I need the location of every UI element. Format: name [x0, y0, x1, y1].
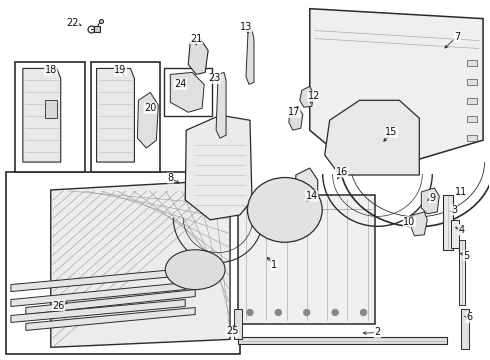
Bar: [45, 100, 57, 118]
Text: 14: 14: [306, 191, 318, 201]
Bar: [467, 135, 477, 141]
Polygon shape: [11, 300, 185, 323]
Bar: [461, 310, 469, 349]
Text: 8: 8: [167, 173, 173, 183]
Circle shape: [361, 310, 367, 315]
Polygon shape: [11, 268, 195, 292]
Text: 15: 15: [385, 127, 397, 137]
Text: 2: 2: [374, 327, 381, 337]
Text: 1: 1: [271, 260, 277, 270]
Polygon shape: [188, 39, 208, 75]
Polygon shape: [289, 106, 303, 130]
Bar: [459, 240, 465, 305]
Bar: [15, 62, 85, 172]
Text: 16: 16: [336, 167, 348, 177]
Text: 9: 9: [429, 193, 435, 203]
Polygon shape: [26, 289, 195, 315]
Text: 5: 5: [463, 251, 469, 261]
Text: 10: 10: [403, 217, 416, 227]
Polygon shape: [11, 283, 185, 306]
Bar: [238, 337, 447, 345]
Polygon shape: [97, 68, 134, 162]
Polygon shape: [246, 31, 254, 84]
Polygon shape: [26, 307, 195, 330]
Bar: [195, 252, 209, 268]
Polygon shape: [296, 168, 318, 222]
Bar: [467, 98, 477, 104]
Circle shape: [247, 310, 253, 315]
Ellipse shape: [247, 177, 322, 242]
Bar: [451, 220, 459, 248]
Polygon shape: [300, 86, 314, 107]
Bar: [91, 62, 160, 172]
Text: 23: 23: [208, 73, 220, 84]
Polygon shape: [310, 9, 483, 165]
Polygon shape: [216, 72, 226, 138]
Text: 22: 22: [67, 18, 79, 28]
Polygon shape: [137, 92, 158, 148]
Text: 20: 20: [144, 103, 156, 113]
Bar: [467, 60, 477, 67]
Polygon shape: [412, 212, 427, 236]
Text: 25: 25: [226, 327, 238, 336]
Bar: [6, 172, 240, 354]
Bar: [234, 310, 242, 339]
Polygon shape: [325, 100, 419, 175]
Bar: [443, 195, 453, 250]
Bar: [164, 68, 212, 116]
Polygon shape: [171, 72, 204, 112]
Text: 24: 24: [174, 79, 186, 89]
Text: 19: 19: [114, 66, 126, 76]
Circle shape: [275, 310, 281, 315]
Text: 12: 12: [308, 91, 320, 101]
Text: 13: 13: [240, 22, 252, 32]
Bar: [467, 117, 477, 122]
Text: 4: 4: [458, 225, 464, 235]
Polygon shape: [51, 180, 230, 347]
Text: 18: 18: [45, 66, 57, 76]
Polygon shape: [23, 68, 61, 162]
Polygon shape: [185, 115, 252, 220]
Text: 21: 21: [190, 33, 202, 44]
Bar: [467, 79, 477, 85]
Text: 11: 11: [455, 187, 467, 197]
Text: 3: 3: [451, 205, 457, 215]
Text: 6: 6: [466, 312, 472, 323]
Polygon shape: [421, 188, 439, 214]
Circle shape: [332, 310, 338, 315]
Text: 7: 7: [454, 32, 460, 41]
Text: 26: 26: [52, 301, 65, 311]
Text: 17: 17: [288, 107, 300, 117]
Circle shape: [304, 310, 310, 315]
Ellipse shape: [165, 250, 225, 289]
Bar: [238, 195, 375, 324]
